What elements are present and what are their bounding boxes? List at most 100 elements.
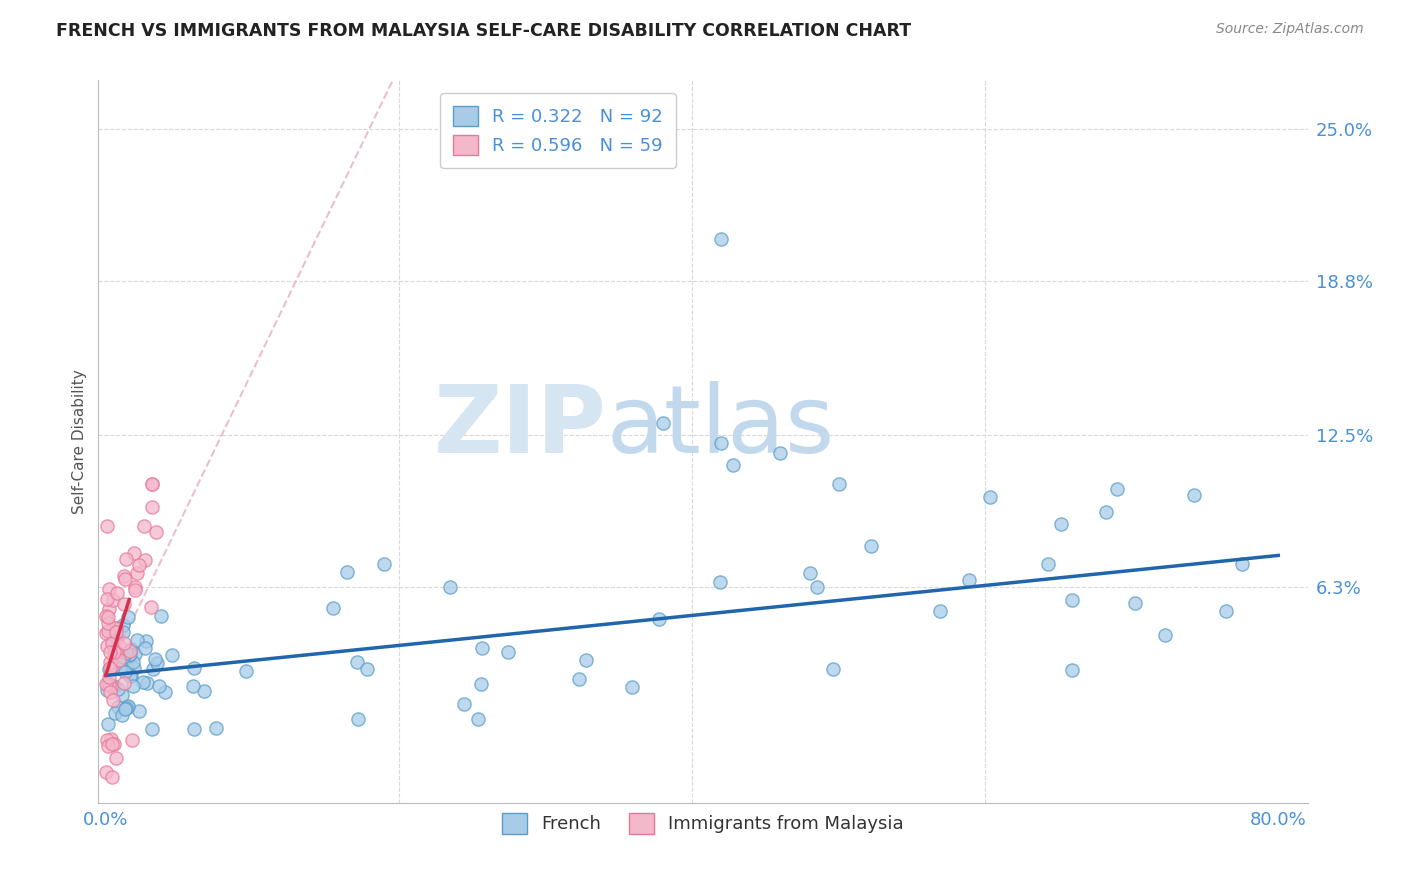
Point xyxy=(709,574,731,589)
Point xyxy=(710,435,733,450)
Point xyxy=(1154,627,1177,641)
Point xyxy=(103,679,125,693)
Point xyxy=(108,653,131,667)
Point xyxy=(134,553,156,567)
Point xyxy=(648,611,671,625)
Point xyxy=(347,712,370,726)
Point xyxy=(141,723,163,737)
Point xyxy=(96,626,118,640)
Point xyxy=(155,685,177,699)
Point xyxy=(108,661,131,675)
Point xyxy=(131,674,153,689)
Point xyxy=(979,490,1001,504)
Point xyxy=(103,645,125,659)
Point xyxy=(115,701,138,715)
Point xyxy=(651,416,673,430)
Point xyxy=(143,652,166,666)
Point xyxy=(120,642,142,657)
Point xyxy=(104,648,127,662)
Point xyxy=(100,679,122,693)
Point xyxy=(96,519,118,533)
Point xyxy=(107,700,129,714)
Point xyxy=(100,660,122,674)
Point xyxy=(97,624,120,638)
Point xyxy=(100,636,122,650)
Text: ZIP: ZIP xyxy=(433,381,606,473)
Point xyxy=(105,625,128,640)
Text: Source: ZipAtlas.com: Source: ZipAtlas.com xyxy=(1216,22,1364,37)
Point xyxy=(121,733,143,747)
Point xyxy=(710,232,733,246)
Point xyxy=(336,565,359,579)
Point xyxy=(183,723,205,737)
Point xyxy=(98,602,121,616)
Point xyxy=(101,737,124,751)
Point xyxy=(122,546,145,560)
Point xyxy=(574,653,596,667)
Point xyxy=(96,615,118,630)
Point xyxy=(96,683,118,698)
Point xyxy=(111,707,134,722)
Point xyxy=(104,621,127,635)
Point xyxy=(471,640,494,655)
Point xyxy=(1215,604,1237,618)
Point xyxy=(100,731,122,746)
Point xyxy=(496,645,519,659)
Point xyxy=(356,662,378,676)
Point xyxy=(193,683,215,698)
Point xyxy=(568,672,591,686)
Point xyxy=(115,661,138,675)
Point xyxy=(121,679,143,693)
Point xyxy=(114,665,136,679)
Point xyxy=(120,669,142,683)
Point xyxy=(98,655,121,669)
Point xyxy=(97,662,120,676)
Point xyxy=(118,648,141,663)
Point xyxy=(112,675,135,690)
Point xyxy=(145,656,167,670)
Text: FRENCH VS IMMIGRANTS FROM MALAYSIA SELF-CARE DISABILITY CORRELATION CHART: FRENCH VS IMMIGRANTS FROM MALAYSIA SELF-… xyxy=(56,22,911,40)
Point xyxy=(769,445,792,459)
Point xyxy=(136,675,159,690)
Point xyxy=(139,600,162,615)
Point xyxy=(470,677,492,691)
Point xyxy=(141,477,163,491)
Point xyxy=(132,518,155,533)
Point xyxy=(100,770,122,784)
Point xyxy=(98,582,121,596)
Point xyxy=(111,624,134,639)
Point xyxy=(135,633,157,648)
Point xyxy=(128,704,150,718)
Point xyxy=(1123,596,1146,610)
Point xyxy=(823,662,845,676)
Point xyxy=(112,597,135,611)
Point xyxy=(103,737,125,751)
Point xyxy=(97,675,120,690)
Point xyxy=(467,712,489,726)
Point xyxy=(620,680,643,694)
Point xyxy=(142,661,165,675)
Point xyxy=(1105,483,1128,497)
Point xyxy=(94,765,117,780)
Point xyxy=(827,477,849,491)
Point xyxy=(134,640,156,655)
Point xyxy=(1182,488,1205,502)
Point xyxy=(96,608,118,623)
Text: atlas: atlas xyxy=(606,381,835,473)
Point xyxy=(97,739,120,754)
Point xyxy=(105,644,128,658)
Point xyxy=(120,648,142,662)
Point xyxy=(122,655,145,669)
Point xyxy=(859,539,882,553)
Point xyxy=(928,604,950,618)
Point xyxy=(111,689,134,703)
Point xyxy=(97,610,120,624)
Point xyxy=(112,617,135,632)
Point xyxy=(111,650,134,665)
Point xyxy=(98,660,121,674)
Point xyxy=(124,580,146,594)
Point xyxy=(118,669,141,683)
Point xyxy=(105,586,128,600)
Point xyxy=(101,593,124,607)
Point xyxy=(183,661,205,675)
